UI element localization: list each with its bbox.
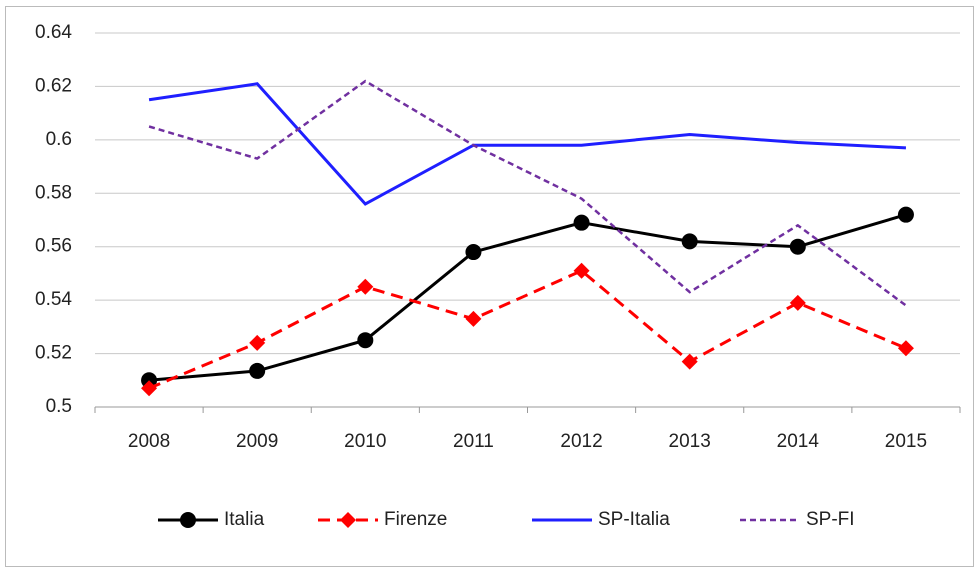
x-tick-label: 2011 <box>453 431 494 452</box>
y-tick-label: 0.56 <box>35 236 72 257</box>
marker <box>141 372 158 389</box>
x-tick-label: 2015 <box>885 431 927 452</box>
y-tick-label: 0.62 <box>35 75 72 96</box>
series-line <box>148 79 907 307</box>
x-tick-label: 2010 <box>344 431 386 452</box>
legend-marker <box>340 512 356 528</box>
y-tick-label: 0.54 <box>35 289 72 310</box>
y-tick-label: 0.52 <box>35 343 72 364</box>
x-tick-label: 2014 <box>777 431 820 452</box>
marker <box>573 262 590 279</box>
marker <box>465 244 482 261</box>
legend-label: Firenze <box>384 509 447 530</box>
series-line <box>148 269 907 390</box>
x-tick-label: 2008 <box>128 431 170 452</box>
marker <box>681 353 698 370</box>
series-line <box>148 82 907 206</box>
y-tick-label: 0.64 <box>35 22 72 43</box>
marker <box>789 294 806 311</box>
marker <box>357 278 374 295</box>
series-line <box>148 213 907 382</box>
y-tick-label: 0.6 <box>46 129 72 150</box>
chart-border <box>5 6 974 567</box>
marker <box>897 340 914 357</box>
marker <box>249 362 266 379</box>
marker <box>465 310 482 327</box>
x-tick-label: 2009 <box>236 431 278 452</box>
marker <box>249 334 266 351</box>
marker <box>357 332 374 349</box>
legend-label: Italia <box>224 509 265 530</box>
marker <box>573 214 590 231</box>
legend-label: SP-Italia <box>598 509 670 530</box>
marker <box>789 238 806 255</box>
y-tick-label: 0.58 <box>35 182 72 203</box>
marker <box>681 233 698 250</box>
legend-marker <box>180 512 196 528</box>
x-tick-label: 2013 <box>669 431 711 452</box>
marker <box>141 380 158 397</box>
legend-label: SP-FI <box>806 509 855 530</box>
x-tick-label: 2012 <box>560 431 602 452</box>
y-tick-label: 0.5 <box>46 396 72 417</box>
marker <box>897 206 914 223</box>
